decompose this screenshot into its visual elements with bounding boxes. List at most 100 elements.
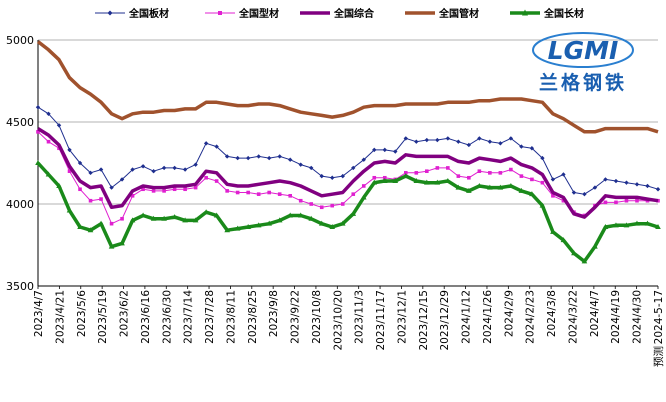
data-point [456,139,461,144]
data-point [613,222,619,228]
x-tick-label: 2024/3/8 [546,290,558,337]
data-point [129,217,136,223]
forecast-note: 预测 [652,346,665,367]
data-point [119,177,125,182]
y-tick-label: 5000 [6,34,34,47]
data-point [297,212,304,218]
data-point [99,197,103,201]
data-point [67,169,72,173]
lgmi-logo: LGMI 兰格钢铁 [532,32,634,94]
legend-label: 全国型材 [238,7,279,20]
data-point [634,182,640,187]
data-point [140,164,146,169]
data-point [382,147,387,153]
data-point [487,184,493,190]
data-point [298,198,303,203]
data-point [235,190,240,195]
data-point [182,217,188,223]
data-point [519,144,524,149]
data-point [35,160,41,165]
data-point [162,189,166,193]
data-point [109,221,114,226]
data-point [614,200,618,205]
data-point [372,175,377,180]
data-point [655,187,661,192]
data-point [214,179,219,183]
data-point [150,215,157,221]
data-point [192,217,199,223]
data-point [351,192,356,196]
data-point [571,250,577,256]
data-point [266,220,272,226]
data-point [634,220,640,226]
x-tick-label: 2023/6/16 [140,290,152,344]
data-point [624,180,629,185]
logo-name: 兰格钢铁 [539,71,627,94]
data-point [592,243,598,249]
data-point [498,171,503,175]
data-point [488,171,492,175]
legend-item: 全国综合 [300,7,375,20]
data-point [413,178,420,184]
data-point [351,165,356,171]
data-point [255,222,262,228]
legend-label: 全国管材 [438,7,479,20]
x-tick-label: 2024/4/7 [589,290,601,337]
logo-globe-icon [532,32,634,68]
data-point [603,177,608,182]
data-point [56,123,62,128]
data-point [266,155,272,161]
data-point [329,223,336,229]
x-tick-label: 2024/4/19 [610,290,622,344]
x-tick-label: 2023/12/29 [439,290,451,351]
data-point [540,180,545,185]
data-point [161,215,167,221]
data-point [309,202,314,206]
data-point [350,210,357,216]
x-tick-label: 2023/6/30 [161,290,173,344]
data-point [434,179,441,185]
data-point [87,227,94,233]
series-2 [37,127,659,219]
data-point [560,237,567,243]
x-tick-label: 2023/9/22 [290,290,302,344]
data-point [172,165,177,171]
data-point [277,154,282,159]
data-point [403,171,408,175]
data-point [319,173,324,179]
data-point [235,155,240,161]
data-point [592,185,598,190]
data-point [435,137,440,143]
data-point [360,194,367,200]
data-point [603,200,608,205]
data-point [476,182,483,188]
data-point [98,167,104,172]
series-line [36,40,659,134]
data-point [213,212,220,218]
data-point [655,223,661,229]
series-line [37,127,659,219]
data-point [225,189,229,193]
data-point [393,149,398,154]
data-point [36,130,40,134]
data-point [518,187,525,193]
data-point [487,139,493,144]
data-point [414,171,419,175]
data-point [140,212,146,218]
y-tick-label: 4000 [6,198,34,211]
data-point [467,175,471,180]
data-point [234,225,241,231]
x-tick-label: 2024/1/26 [482,290,494,344]
data-point [613,178,619,184]
x-tick-label: 2024/2/9 [503,290,515,337]
data-point [130,194,135,198]
data-point [172,187,177,192]
legend-item: 全国长材 [510,7,584,20]
legend-label: 全国综合 [333,7,375,20]
data-point [193,185,198,190]
data-point [561,172,566,177]
data-point [224,227,230,233]
data-point [529,191,535,197]
x-tick-label: 2023/12/1 [396,290,408,344]
